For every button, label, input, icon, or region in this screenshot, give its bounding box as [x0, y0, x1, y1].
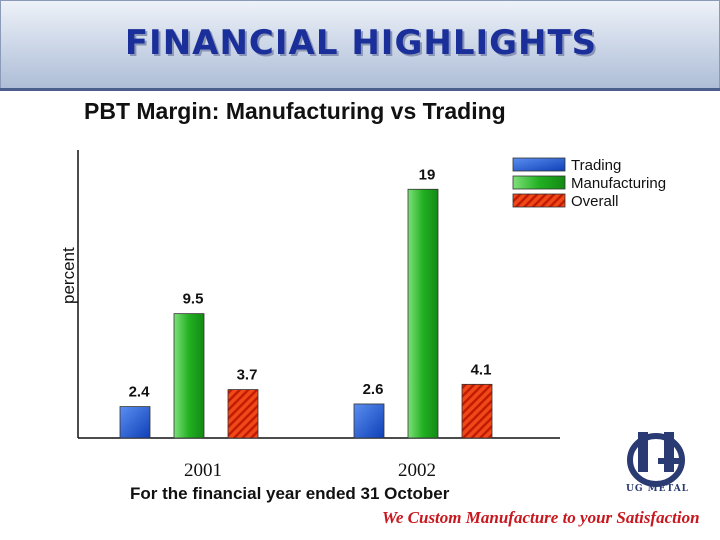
logo-text: UG METAL	[626, 484, 690, 494]
y-axis-label: percent	[59, 247, 78, 304]
page-title: FINANCIAL HIGHLIGHTS	[124, 23, 598, 63]
x-axis-label: For the financial year ended 31 October	[130, 484, 450, 503]
header-banner: FINANCIAL HIGHLIGHTS	[0, 0, 720, 90]
data-label-overall-2002: 4.1	[471, 361, 492, 378]
chart-title: PBT Margin: Manufacturing vs Trading	[84, 98, 506, 124]
legend-swatch-trading	[512, 157, 566, 172]
legend-swatch-manufacturing	[512, 175, 566, 190]
legend-label-overall: Overall	[571, 193, 619, 210]
data-label-trading-2002: 2.6	[363, 381, 384, 398]
data-label-overall-2001: 3.7	[237, 367, 258, 384]
bar-overall-2002	[461, 383, 493, 439]
data-label-trading-2001: 2.4	[129, 384, 151, 401]
legend-label-trading: Trading	[571, 157, 621, 174]
company-slogan: We Custom Manufacture to your Satisfacti…	[382, 508, 700, 527]
data-label-manufacturing-2002: 19	[419, 166, 436, 183]
legend-label-manufacturing: Manufacturing	[571, 175, 666, 192]
bar-manufacturing-2001	[173, 313, 205, 439]
data-label-manufacturing-2001: 9.5	[183, 291, 204, 308]
header-divider	[0, 88, 720, 91]
ug-metal-logo-icon	[627, 432, 685, 487]
bar-overall-2001	[227, 389, 259, 439]
x-tick-label-2002: 2002	[398, 460, 436, 481]
bar-trading-2001	[119, 406, 151, 439]
bar-trading-2002	[353, 403, 385, 439]
legend-swatch-overall	[512, 193, 566, 208]
x-tick-label-2001: 2001	[184, 460, 222, 481]
bar-manufacturing-2002	[407, 188, 439, 439]
